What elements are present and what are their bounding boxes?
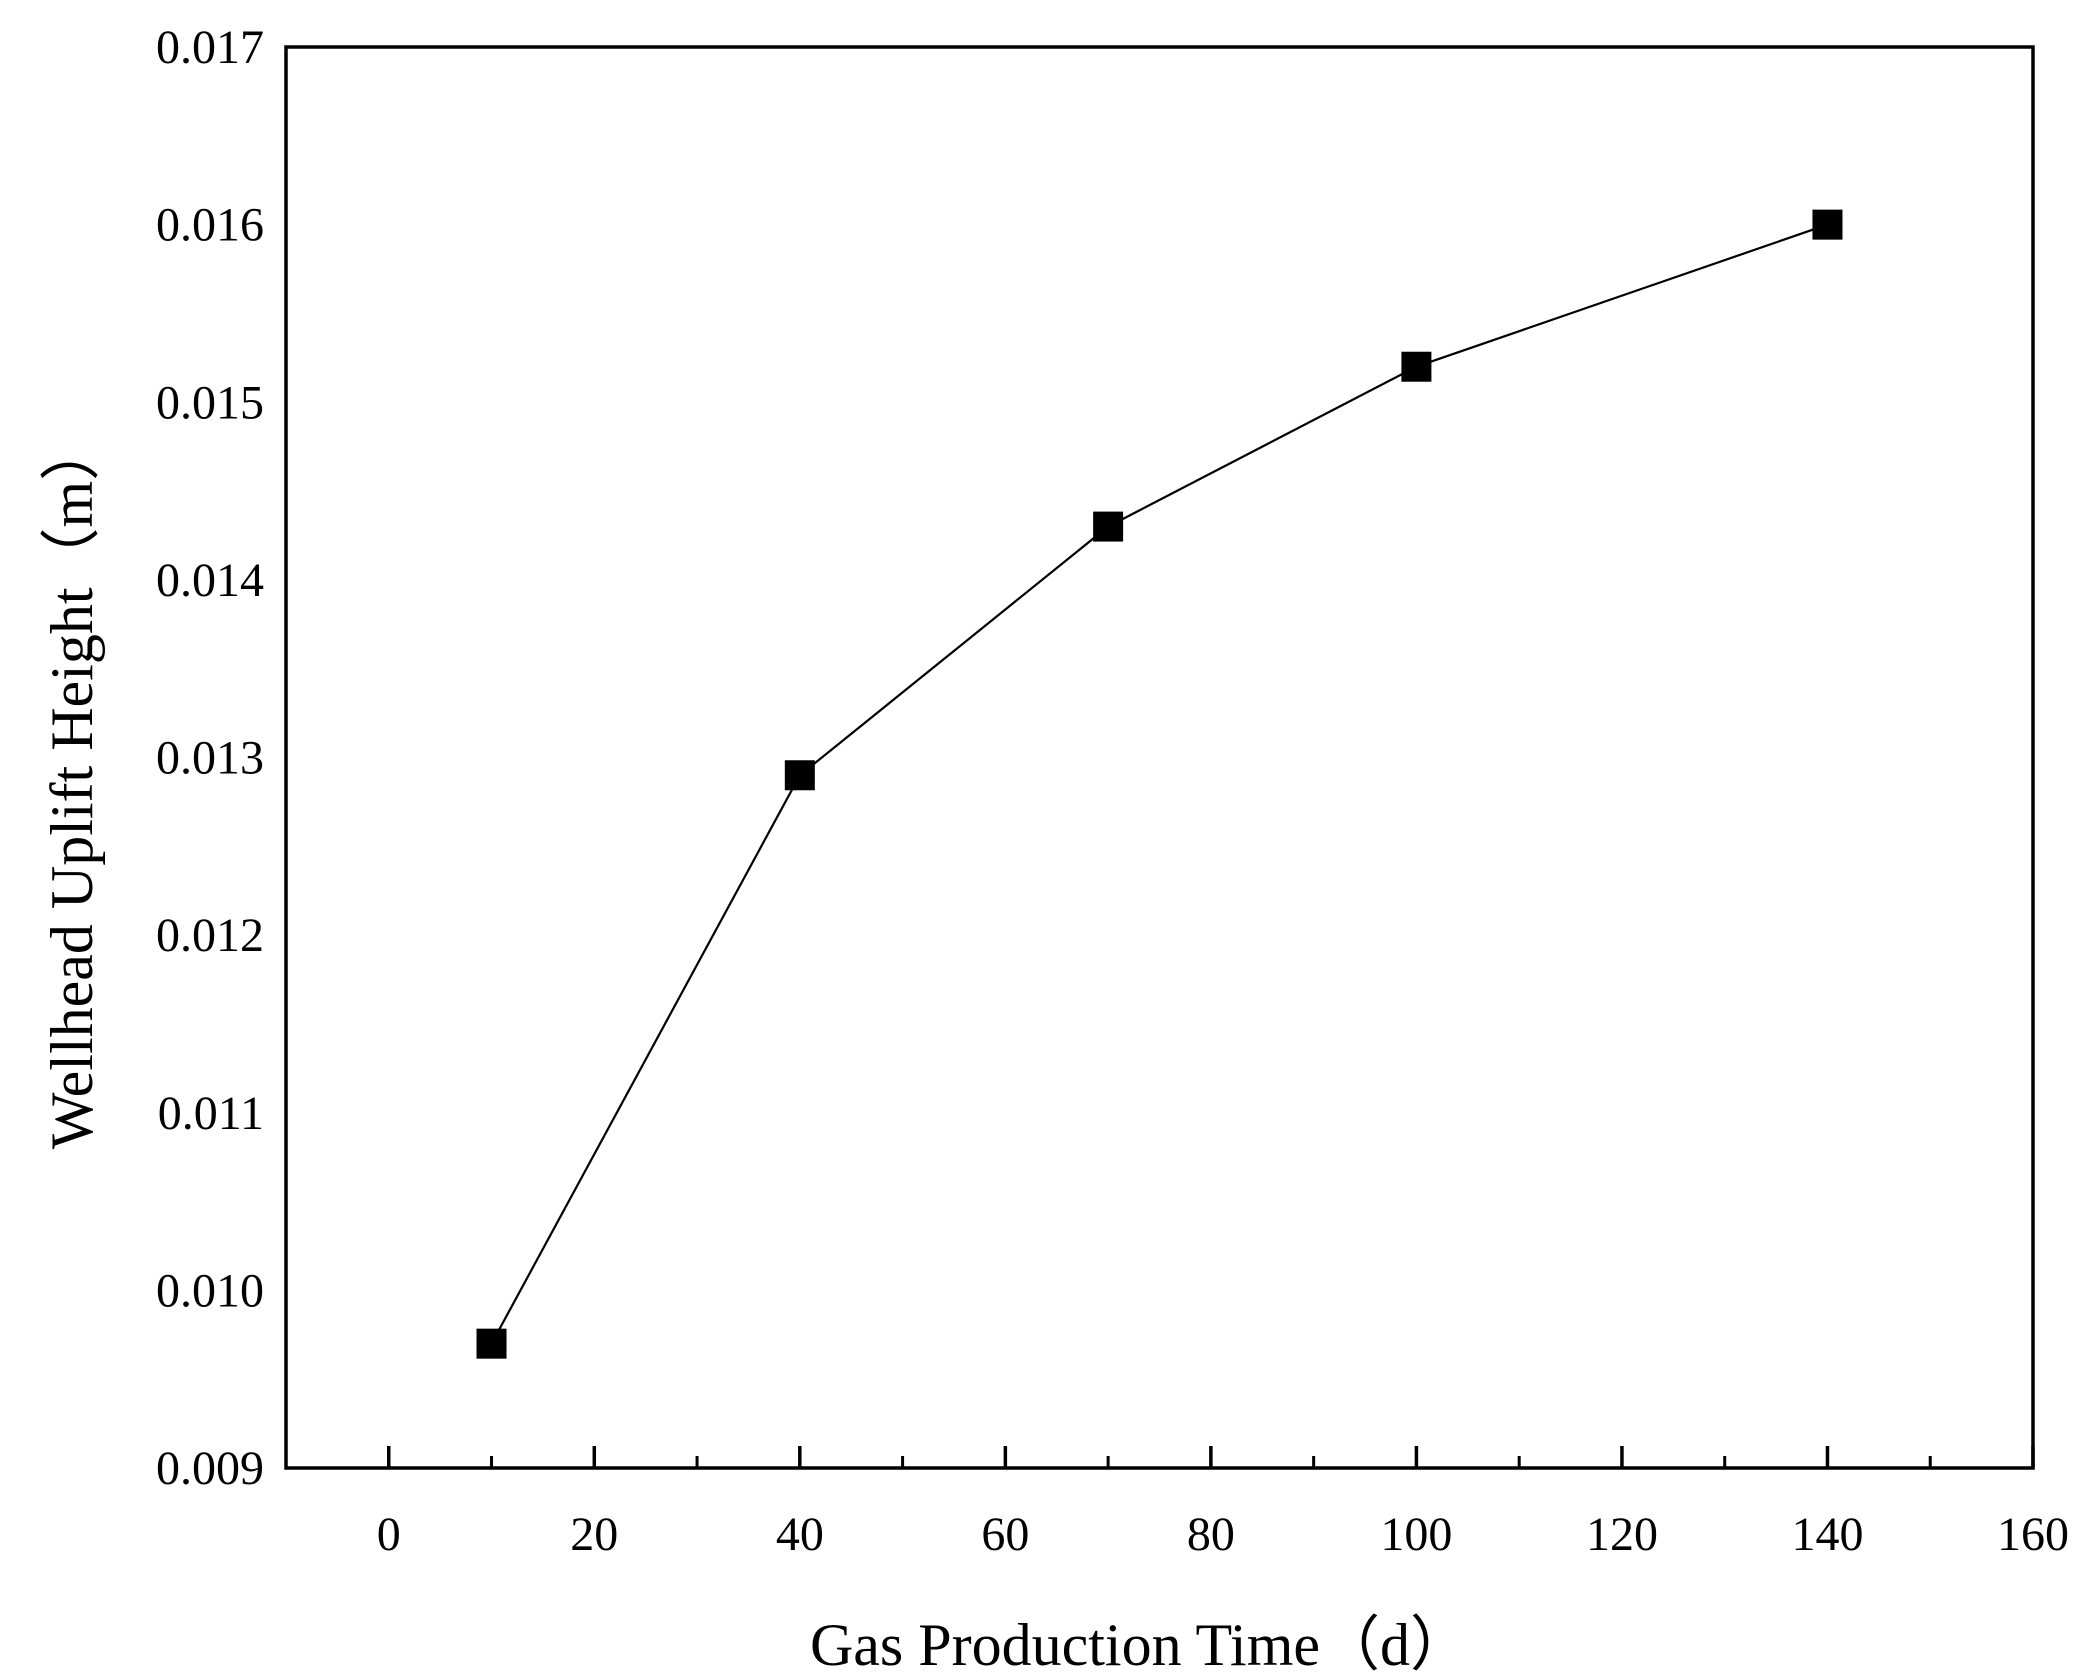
x-tick-label: 140 bbox=[1791, 1508, 1863, 1561]
axes-layer bbox=[284, 45, 2035, 1470]
y-tick-label: 0.011 bbox=[158, 1087, 264, 1140]
x-tick-label: 40 bbox=[776, 1508, 824, 1561]
x-tick-label: 160 bbox=[1997, 1508, 2069, 1561]
x-tick-label: 100 bbox=[1380, 1508, 1452, 1561]
y-tick-label: 0.016 bbox=[156, 199, 264, 252]
x-tick-label: 0 bbox=[377, 1508, 401, 1561]
data-point bbox=[1093, 511, 1124, 542]
x-tick-label: 120 bbox=[1586, 1508, 1658, 1561]
data-point bbox=[1812, 209, 1843, 240]
y-axis-title: Wellhead Uplift Height（m） bbox=[39, 421, 105, 1149]
y-tick-label: 0.013 bbox=[156, 732, 264, 785]
x-tick-label: 80 bbox=[1187, 1508, 1235, 1561]
y-tick-label: 0.012 bbox=[156, 909, 264, 962]
series-layer bbox=[476, 209, 1843, 1359]
y-tick-label: 0.015 bbox=[156, 376, 264, 429]
y-tick-label: 0.010 bbox=[156, 1264, 264, 1317]
y-tick-label: 0.017 bbox=[156, 21, 264, 74]
x-axis-title: Gas Production Time（d） bbox=[810, 1612, 1470, 1678]
plot-frame bbox=[284, 45, 2035, 1470]
data-point bbox=[1401, 351, 1432, 382]
x-tick-label: 60 bbox=[981, 1508, 1029, 1561]
y-tick-label: 0.009 bbox=[156, 1442, 264, 1495]
ticks-layer: 0 20 40 60 80 100 120 140 160 0.009 0.010 0.011 0.01… bbox=[156, 21, 2069, 1561]
y-tick-label: 0.014 bbox=[156, 554, 264, 607]
series-line bbox=[490, 223, 1828, 1345]
x-tick-label: 20 bbox=[570, 1508, 618, 1561]
data-point bbox=[784, 760, 815, 791]
data-point bbox=[476, 1328, 507, 1359]
